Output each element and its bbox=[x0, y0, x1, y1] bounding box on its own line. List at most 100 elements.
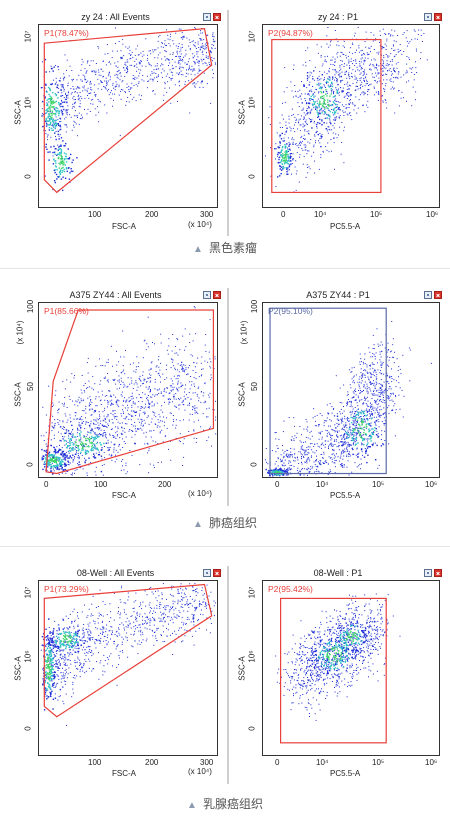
event-dot bbox=[354, 411, 356, 413]
event-dot bbox=[156, 365, 158, 367]
event-dot bbox=[383, 407, 385, 409]
event-dot bbox=[106, 112, 108, 114]
event-dot bbox=[393, 67, 395, 69]
event-dot bbox=[193, 69, 194, 71]
event-dot bbox=[316, 443, 318, 445]
event-dot bbox=[94, 94, 96, 96]
close-icon[interactable] bbox=[213, 13, 221, 21]
event-dot-dense bbox=[323, 100, 325, 102]
options-icon[interactable] bbox=[203, 13, 211, 21]
event-dot bbox=[384, 389, 386, 391]
event-dot-dense bbox=[55, 162, 57, 164]
event-dot bbox=[277, 448, 279, 449]
event-dot-dense bbox=[92, 449, 94, 451]
event-dot bbox=[393, 70, 395, 71]
close-icon[interactable] bbox=[434, 291, 442, 299]
event-dot bbox=[181, 385, 182, 387]
event-dot bbox=[309, 119, 311, 120]
event-dot-dense bbox=[94, 457, 96, 459]
event-dot bbox=[289, 465, 291, 467]
event-dot bbox=[383, 79, 385, 81]
event-dot bbox=[163, 416, 164, 418]
event-dot-dense bbox=[85, 451, 87, 453]
event-dot bbox=[328, 70, 330, 72]
event-dot bbox=[197, 56, 199, 58]
event-dot bbox=[144, 379, 146, 381]
event-dot bbox=[81, 64, 83, 66]
event-dot bbox=[305, 65, 307, 67]
event-dot bbox=[347, 434, 349, 436]
event-dot bbox=[108, 447, 110, 449]
event-dot bbox=[212, 69, 214, 71]
event-dot-dense bbox=[288, 160, 290, 162]
event-dot bbox=[367, 440, 369, 442]
event-dot bbox=[340, 453, 342, 455]
options-icon[interactable] bbox=[203, 291, 211, 299]
event-dot bbox=[104, 446, 105, 447]
event-dot bbox=[363, 402, 365, 404]
event-dot bbox=[337, 108, 339, 110]
event-dot-dense bbox=[92, 439, 95, 441]
event-dot bbox=[188, 392, 190, 393]
event-dot-dense bbox=[45, 117, 47, 120]
event-dot bbox=[337, 425, 339, 427]
event-dot bbox=[299, 474, 301, 476]
event-dot bbox=[134, 76, 136, 78]
event-dot bbox=[168, 59, 170, 61]
event-dot bbox=[340, 434, 342, 436]
event-dot bbox=[393, 50, 395, 51]
event-dot bbox=[86, 434, 88, 436]
options-icon[interactable] bbox=[424, 13, 432, 21]
event-dot bbox=[146, 75, 148, 77]
event-dot bbox=[364, 111, 366, 113]
event-dot bbox=[112, 437, 114, 439]
event-dot-dense bbox=[47, 455, 50, 458]
event-dot bbox=[358, 412, 360, 414]
event-dot bbox=[349, 51, 350, 53]
event-dot bbox=[110, 441, 112, 443]
event-dot bbox=[115, 81, 117, 83]
event-dot bbox=[162, 411, 164, 413]
event-dot bbox=[143, 80, 145, 82]
event-dot bbox=[417, 38, 418, 40]
event-dot bbox=[134, 403, 136, 405]
event-dot bbox=[87, 422, 89, 423]
event-dot-dense bbox=[90, 429, 92, 432]
event-dot bbox=[153, 414, 155, 416]
event-dot bbox=[177, 375, 179, 377]
event-dot bbox=[328, 471, 330, 473]
event-dot bbox=[199, 39, 201, 41]
event-dot bbox=[379, 353, 381, 355]
event-dot-dense bbox=[57, 176, 59, 178]
close-icon[interactable] bbox=[434, 13, 442, 21]
event-dot bbox=[209, 51, 211, 53]
event-dot bbox=[393, 88, 395, 90]
event-dot bbox=[48, 385, 50, 387]
event-dot bbox=[121, 427, 123, 429]
event-dot bbox=[115, 402, 117, 403]
close-icon[interactable] bbox=[213, 291, 221, 299]
event-dot-dense bbox=[285, 159, 287, 161]
event-dot bbox=[175, 406, 177, 408]
event-dot bbox=[68, 75, 70, 77]
event-dot bbox=[94, 446, 96, 448]
event-dot bbox=[305, 146, 307, 148]
options-icon[interactable] bbox=[424, 291, 432, 299]
event-dot bbox=[401, 91, 403, 93]
event-dot bbox=[193, 429, 195, 431]
event-dot bbox=[131, 82, 133, 84]
event-dot bbox=[329, 76, 331, 78]
event-dot bbox=[200, 362, 202, 364]
event-dot bbox=[319, 142, 321, 144]
event-dot bbox=[192, 409, 193, 411]
event-dot bbox=[193, 61, 195, 62]
event-dot bbox=[327, 474, 329, 475]
event-dot bbox=[338, 430, 340, 432]
event-dot bbox=[403, 74, 405, 76]
event-dot bbox=[399, 368, 401, 370]
event-dot bbox=[57, 459, 59, 461]
event-dot bbox=[62, 101, 64, 103]
event-dot bbox=[65, 451, 67, 453]
event-dot bbox=[79, 87, 81, 89]
event-dot bbox=[301, 93, 303, 95]
